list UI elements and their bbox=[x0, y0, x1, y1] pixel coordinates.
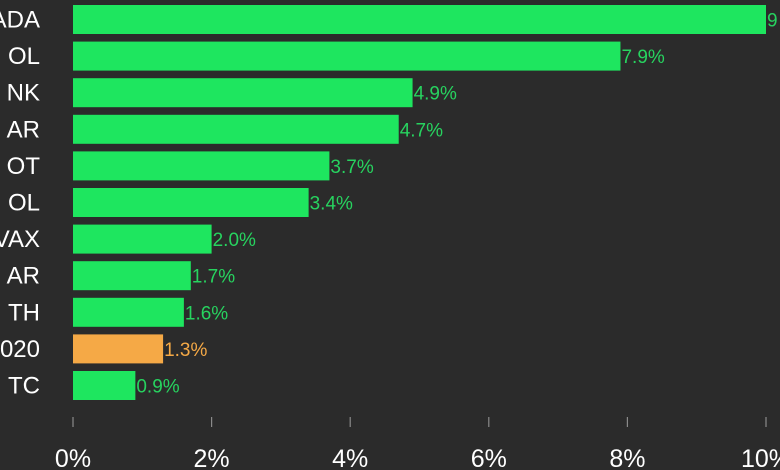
value-label-near: 4.7% bbox=[400, 120, 443, 141]
value-label-pol: 3.4% bbox=[310, 194, 353, 215]
value-label-btc: 0.9% bbox=[136, 377, 179, 398]
bar-dot bbox=[73, 151, 330, 181]
bar-near bbox=[73, 114, 399, 144]
category-label-btc: TC bbox=[8, 373, 40, 400]
x-tick-label: 8% bbox=[609, 445, 645, 470]
value-label-eth: 1.6% bbox=[185, 303, 228, 324]
value-label-cd20: 1.3% bbox=[164, 340, 207, 361]
value-label-dot: 3.7% bbox=[330, 157, 373, 178]
x-axis-ticks bbox=[72, 417, 767, 427]
bar-sol bbox=[73, 41, 621, 71]
bar-cd20 bbox=[73, 334, 164, 364]
x-tick-label: 10% bbox=[741, 445, 780, 470]
bar-eth bbox=[73, 297, 184, 327]
bar-xlm bbox=[73, 261, 191, 291]
value-label-sol: 7.9% bbox=[621, 47, 664, 68]
category-label-xlm: AR bbox=[7, 263, 40, 290]
bar-link bbox=[73, 78, 413, 108]
bar-ada bbox=[73, 5, 766, 34]
category-label-sol: OL bbox=[8, 43, 40, 70]
category-label-cd20: 020 bbox=[0, 336, 40, 363]
category-label-eth: TH bbox=[8, 299, 40, 326]
value-label-link: 4.9% bbox=[414, 84, 457, 105]
category-label-pol: OL bbox=[8, 190, 40, 217]
bar-avax bbox=[73, 224, 212, 254]
x-tick-label: 0% bbox=[55, 445, 91, 470]
value-label-ada: 9 bbox=[767, 11, 778, 32]
category-label-near: AR bbox=[7, 116, 40, 143]
value-labels: 9 7.9% 4.9% 4.7% 3.7% 3.4% 2.0% 1.7% 1.6% 1.3% 0.9… bbox=[136, 11, 777, 398]
category-labels: ADA OL NK AR OT OL VAX AR TH 020 TC bbox=[0, 7, 40, 400]
x-tick-label: 6% bbox=[471, 445, 507, 470]
category-label-link: NK bbox=[7, 80, 40, 107]
value-label-avax: 2.0% bbox=[213, 230, 256, 251]
x-tick-label: 2% bbox=[194, 445, 230, 470]
category-label-ada: ADA bbox=[0, 7, 40, 34]
bar-btc bbox=[73, 371, 136, 400]
value-label-xlm: 1.7% bbox=[192, 267, 235, 288]
bar-pol bbox=[73, 188, 309, 217]
x-tick-label: 4% bbox=[332, 445, 368, 470]
x-axis-tick-labels: 0% 2% 4% 6% 8% 10% bbox=[55, 445, 780, 470]
category-label-avax: VAX bbox=[0, 226, 40, 253]
bars bbox=[73, 5, 766, 400]
category-label-dot: OT bbox=[7, 153, 41, 180]
